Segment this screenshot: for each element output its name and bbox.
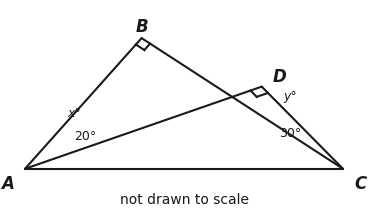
Text: not drawn to scale: not drawn to scale: [120, 193, 248, 207]
Text: A: A: [1, 175, 14, 193]
Text: 20°: 20°: [74, 130, 96, 143]
Text: 30°: 30°: [279, 127, 301, 140]
Text: D: D: [273, 68, 286, 86]
Text: x°: x°: [68, 107, 81, 120]
Text: C: C: [354, 175, 367, 193]
Text: B: B: [135, 18, 148, 36]
Text: y°: y°: [283, 90, 297, 104]
